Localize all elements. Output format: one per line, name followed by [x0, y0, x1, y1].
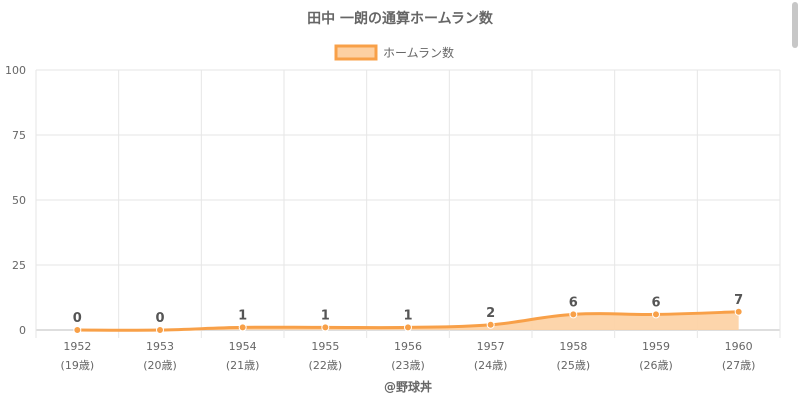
- data-label: 6: [651, 295, 660, 310]
- data-point[interactable]: [569, 310, 578, 319]
- x-tick-label: 1956: [394, 340, 422, 353]
- data-label: 0: [73, 311, 82, 326]
- data-point[interactable]: [404, 323, 412, 332]
- data-label: 6: [569, 295, 578, 310]
- data-label: 7: [734, 293, 743, 308]
- legend[interactable]: ホームラン数: [334, 44, 454, 61]
- x-tick-sublabel: (20歳): [143, 359, 177, 372]
- x-tick-sublabel: (25歳): [557, 359, 591, 372]
- x-tick-sublabel: (22歳): [309, 359, 343, 372]
- x-tick-label: 1957: [477, 340, 505, 353]
- scrollbar[interactable]: [792, 2, 798, 48]
- y-tick-label: 0: [19, 324, 26, 337]
- data-point[interactable]: [652, 310, 660, 319]
- chart-credit: @野球丼: [384, 379, 432, 394]
- data-labels: 0 0 1 1 1 2 6 6 7: [73, 293, 743, 326]
- data-label: 1: [238, 308, 247, 323]
- y-tick-label: 100: [5, 64, 26, 77]
- legend-label: ホームラン数: [383, 45, 454, 60]
- chart-title: 田中 一朗の通算ホームラン数: [307, 10, 494, 27]
- y-axis-ticks: 0 25 50 75 100: [5, 64, 26, 337]
- x-tick-label: 1958: [559, 340, 587, 353]
- x-tick-label: 1953: [146, 340, 174, 353]
- x-tick-sublabel: (23歳): [391, 359, 425, 372]
- y-tick-label: 75: [12, 129, 26, 142]
- series-home-runs: [73, 307, 743, 334]
- data-point[interactable]: [238, 323, 247, 332]
- data-label: 1: [403, 308, 412, 323]
- data-point[interactable]: [156, 326, 164, 334]
- x-tick-sublabel: (26歳): [639, 359, 673, 372]
- data-point[interactable]: [486, 320, 495, 329]
- x-tick-label: 1952: [63, 340, 91, 353]
- x-tick-label: 1959: [642, 340, 670, 353]
- x-tick-label: 1955: [311, 340, 339, 353]
- grid: [35, 69, 781, 338]
- x-tick-sublabel: (19歳): [61, 359, 95, 372]
- x-tick-sublabel: (24歳): [474, 359, 508, 372]
- y-tick-label: 50: [12, 194, 26, 207]
- data-point[interactable]: [321, 323, 330, 332]
- data-point[interactable]: [734, 307, 743, 316]
- x-tick-label: 1954: [229, 340, 257, 353]
- data-label: 0: [155, 311, 164, 326]
- legend-swatch: [334, 44, 378, 61]
- data-point[interactable]: [73, 326, 82, 334]
- data-label: 2: [486, 306, 495, 321]
- x-tick-sublabel: (21歳): [226, 359, 260, 372]
- data-label: 1: [321, 308, 330, 323]
- y-tick-label: 25: [12, 259, 26, 272]
- x-tick-sublabel: (27歳): [722, 359, 756, 372]
- x-axis-ticks: 1952 (19歳) 1953 (20歳) 1954 (21歳) 1955 (22歳) 1956…: [61, 340, 756, 372]
- x-tick-label: 1960: [725, 340, 753, 353]
